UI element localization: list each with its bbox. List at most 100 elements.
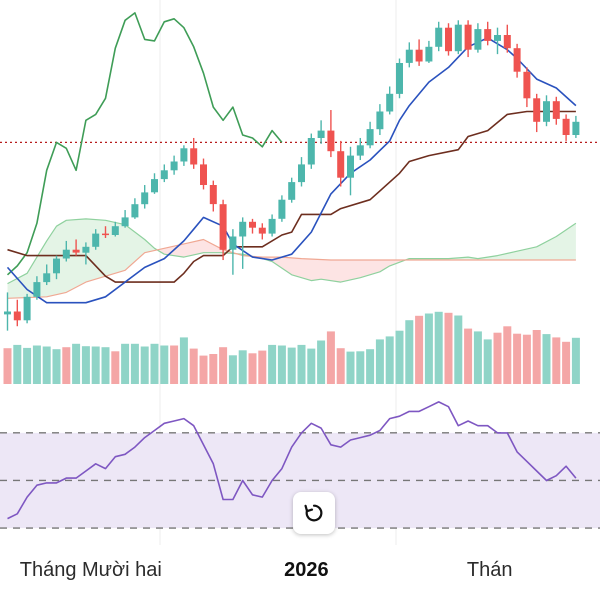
volume-bar	[277, 345, 286, 384]
candle-body	[151, 179, 158, 193]
candle-body	[239, 221, 247, 237]
lagging-span-line	[6, 12, 283, 276]
volume-bar	[513, 333, 522, 384]
candle-body	[386, 93, 394, 112]
volume-bar	[238, 350, 247, 385]
volume-bar	[326, 331, 335, 384]
volume-bar	[160, 345, 169, 384]
candle-body	[13, 311, 21, 321]
candle-body	[552, 101, 560, 119]
volume-bar	[13, 344, 22, 384]
volume-bar	[522, 334, 531, 384]
volume-bar	[52, 349, 61, 384]
volume-bar	[542, 334, 551, 384]
candle-body	[278, 199, 286, 219]
candle-body	[337, 151, 345, 178]
candle-body	[503, 35, 511, 49]
volume-bar	[219, 347, 228, 384]
candle-body	[464, 24, 472, 50]
volume-bar	[72, 343, 81, 384]
candle-body	[396, 63, 403, 94]
volume-bar	[317, 340, 326, 384]
volume-bar	[3, 348, 12, 384]
volume-bar	[366, 349, 375, 384]
candle-body	[298, 164, 305, 183]
candle-body	[474, 29, 482, 50]
candle-body	[484, 29, 492, 41]
volume-bar	[444, 312, 453, 384]
volume-bar	[395, 330, 404, 384]
volume-bar	[532, 330, 541, 384]
volume-bar	[101, 347, 110, 384]
candle-body	[356, 145, 364, 156]
candle-body	[160, 170, 168, 180]
volume-bar	[385, 336, 394, 384]
candle-body	[327, 130, 335, 152]
volume-bar	[62, 347, 71, 384]
candle-body	[131, 204, 139, 218]
candle-body	[425, 46, 433, 62]
candle-body	[209, 185, 217, 205]
volume-bar	[297, 344, 306, 384]
candle-body	[415, 49, 423, 62]
candle-body	[82, 246, 90, 253]
candle-body	[258, 227, 266, 234]
candle-body	[121, 217, 129, 227]
volume-bar	[32, 345, 41, 384]
candle-body	[533, 98, 541, 122]
candle-body	[523, 71, 531, 99]
candle-body	[494, 35, 501, 41]
x-axis-tick-label: 2026	[284, 559, 329, 581]
candle-body	[288, 182, 296, 200]
candle-body	[317, 130, 325, 138]
volume-bar	[179, 337, 188, 384]
volume-bar	[464, 328, 473, 384]
candle-body	[249, 221, 256, 228]
candle-body	[33, 282, 41, 297]
x-axis-tick-label: Thán	[466, 559, 513, 581]
x-axis-tick-label: Tháng Mười hai	[19, 559, 162, 581]
candle-body	[53, 258, 60, 274]
candle-body	[405, 49, 413, 63]
reset-zoom-button[interactable]	[293, 492, 335, 534]
volume-bar	[258, 350, 267, 384]
volume-bar	[81, 346, 90, 384]
candle-body	[562, 118, 570, 135]
volume-bar	[170, 345, 179, 384]
candle-body	[229, 236, 237, 250]
candle-body	[23, 296, 31, 321]
candle-body	[170, 161, 178, 171]
volume-bar	[111, 351, 120, 384]
candle-body	[200, 164, 207, 185]
volume-bar	[405, 320, 414, 384]
volume-bar	[434, 311, 443, 384]
volume-bar	[415, 315, 424, 384]
candle-body	[366, 129, 374, 146]
candle-body	[43, 273, 51, 283]
rsi-line	[7, 401, 577, 520]
rotate-ccw-icon	[304, 504, 323, 522]
volume-bar	[248, 353, 257, 384]
candle-body	[92, 233, 100, 247]
volume-bar	[42, 346, 51, 384]
ichimoku-cloud	[159, 239, 238, 258]
candle-body	[190, 148, 198, 165]
candle-body	[141, 192, 149, 205]
candle-body	[454, 24, 462, 52]
volume-bar	[307, 348, 316, 384]
volume-bar	[503, 326, 512, 384]
candle-body	[543, 101, 550, 122]
volume-bar	[287, 347, 296, 384]
candle-body	[268, 218, 276, 234]
volume-bar	[130, 343, 139, 384]
candle-body	[513, 48, 521, 72]
volume-bar	[228, 355, 237, 384]
candle-body	[435, 27, 443, 47]
candle-body	[62, 249, 70, 259]
volume-bar	[346, 351, 355, 384]
candle-body	[307, 138, 315, 165]
volume-bar	[91, 346, 100, 384]
volume-bar	[473, 331, 482, 384]
